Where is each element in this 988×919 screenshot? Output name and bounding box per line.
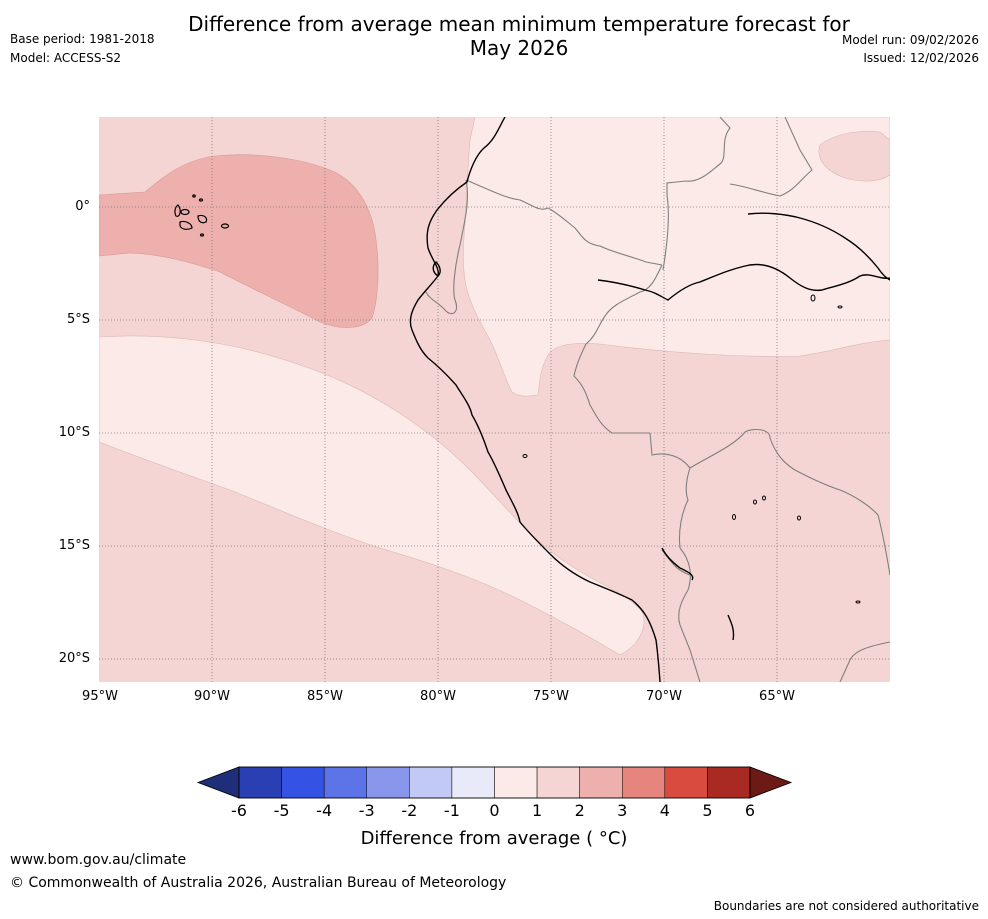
colorbar-tick-label: -1	[443, 801, 460, 820]
anomaly-region-2-3	[99, 154, 379, 328]
anomaly-region-1-2-ne	[818, 131, 890, 182]
colorbar-tick-label: -2	[401, 801, 418, 820]
colorbar-cell	[451, 766, 495, 799]
lat-label-5s: 5°S	[66, 312, 90, 327]
anomaly-region-0-1-land	[462, 117, 890, 397]
lakes	[522, 294, 861, 604]
colorbar-tick-label: -5	[273, 801, 290, 820]
lat-label-15s: 15°S	[58, 538, 90, 553]
lon-label-65w: 65°W	[759, 689, 795, 704]
colorbar-tick-label: 3	[617, 801, 628, 820]
colorbar-cell	[579, 766, 623, 799]
colorbar-tick-label: 5	[702, 801, 713, 820]
footer-copyright: © Commonwealth of Australia 2026, Austra…	[10, 875, 507, 891]
footer-url[interactable]: www.bom.gov.au/climate	[10, 852, 187, 868]
anomaly-region-0-1-ocean	[99, 335, 645, 656]
colorbar-tick-label: 0	[489, 801, 500, 820]
lat-label-0: 0°	[75, 199, 90, 214]
colorbar-cell	[622, 766, 666, 799]
lon-label-80w: 80°W	[420, 689, 456, 704]
colorbar-cell	[664, 766, 708, 799]
title-line-2: May 2026	[469, 36, 569, 60]
colorbar-tick-label: -3	[358, 801, 375, 820]
lon-label-75w: 75°W	[533, 689, 569, 704]
colorbar-cell	[409, 766, 453, 799]
chart-title: Difference from average mean minimum tem…	[0, 12, 988, 60]
colorbar-label: Difference from average ( °C)	[360, 828, 628, 849]
issued-date: Issued: 12/02/2026	[863, 51, 979, 65]
lon-label-85w: 85°W	[307, 689, 343, 704]
colorbar-extend-low	[196, 766, 240, 799]
coastline	[409, 117, 890, 682]
colorbar-tick-label: -6	[231, 801, 247, 820]
colorbar-cell	[494, 766, 538, 799]
lon-label-70w: 70°W	[646, 689, 682, 704]
model-run: Model run: 09/02/2026	[841, 33, 979, 47]
colorbar-tick-label: 6	[744, 801, 756, 820]
model-name: Model: ACCESS-S2	[10, 51, 122, 65]
lat-label-10s: 10°S	[58, 425, 90, 440]
colorbar-cell	[366, 766, 410, 799]
lat-label-20s: 20°S	[58, 651, 90, 666]
colorbar-cell	[323, 766, 367, 799]
boundary-disclaimer: Boundaries are not considered authoritat…	[713, 899, 979, 913]
galapagos-islands	[174, 194, 230, 237]
colorbar	[196, 766, 793, 799]
country-borders	[425, 117, 890, 682]
title-line-1: Difference from average mean minimum tem…	[188, 12, 850, 36]
lon-label-90w: 90°W	[194, 689, 230, 704]
colorbar-tick-label: -4	[316, 801, 333, 820]
colorbar-cell	[707, 766, 751, 799]
colorbar-cell	[238, 766, 282, 799]
colorbar-tick-label: 4	[659, 801, 670, 820]
base-period: Base period: 1981-2018	[10, 32, 155, 46]
colorbar-tick-label: 1	[531, 801, 543, 820]
lon-label-95w: 95°W	[82, 689, 118, 704]
graticule	[99, 117, 890, 682]
colorbar-tick-label: 2	[574, 801, 585, 820]
colorbar-extend-high	[749, 766, 793, 799]
colorbar-cell	[281, 766, 325, 799]
colorbar-cell	[536, 766, 580, 799]
